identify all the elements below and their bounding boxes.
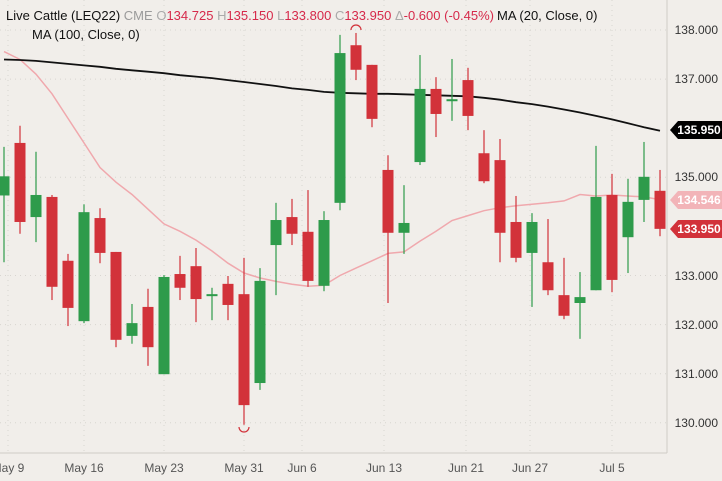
date-tick-label: Jun 21 — [447, 461, 485, 475]
date-tick-label: May 23 — [144, 461, 184, 475]
close-value: 133.950 — [344, 8, 392, 23]
date-tick-label: Jul 5 — [599, 461, 625, 475]
ma100-legend[interactable]: MA (100, Close, 0) — [32, 27, 140, 42]
candles — [0, 32, 666, 425]
symbol-name: Live Cattle (LEQ22) — [6, 8, 121, 23]
price-tick-label: 132.000 — [674, 317, 718, 332]
low-label: L — [277, 8, 285, 23]
grid-lines — [0, 0, 667, 453]
open-label: O — [156, 8, 167, 23]
exchange-name: CME — [123, 8, 153, 23]
price-tick-label: 130.000 — [674, 415, 718, 430]
price-tick-label: 131.000 — [674, 366, 718, 381]
date-tick-label: May 16 — [64, 461, 104, 475]
price-tick-label: 138.000 — [674, 23, 718, 37]
date-tick-label: Jun 27 — [511, 461, 549, 475]
ma100-price-tag: 135.950 — [670, 121, 722, 139]
ma100-line — [3, 58, 661, 132]
open-value: 134.725 — [166, 8, 214, 23]
date-tick-label: May 9 — [0, 461, 25, 475]
price-tick-label: 135.000 — [674, 170, 718, 185]
high-label: H — [217, 8, 227, 23]
change-value: -0.600 (-0.45%) — [403, 8, 494, 23]
change-label: Δ — [394, 8, 404, 23]
ohlc-legend: Live Cattle (LEQ22) CME O134.725 H135.15… — [6, 8, 494, 23]
ma20-legend[interactable]: MA (20, Close, 0) — [497, 8, 598, 23]
date-tick-label: Jun 6 — [287, 461, 317, 475]
ma20-price-tag: 134.546 — [670, 191, 722, 209]
low-value: 133.800 — [284, 8, 332, 23]
price-tick-label: 137.000 — [674, 72, 718, 87]
low-marker-icon — [238, 426, 250, 433]
date-tick-label: Jun 13 — [365, 461, 403, 475]
ma20-line — [3, 50, 661, 288]
close-label: C — [334, 8, 345, 23]
date-tick-label: May 31 — [224, 461, 264, 475]
high-marker-icon — [350, 24, 362, 31]
high-value: 135.150 — [226, 8, 274, 23]
price-tick-label: 133.000 — [674, 268, 718, 283]
last-price-tag: 133.950 — [670, 220, 722, 238]
